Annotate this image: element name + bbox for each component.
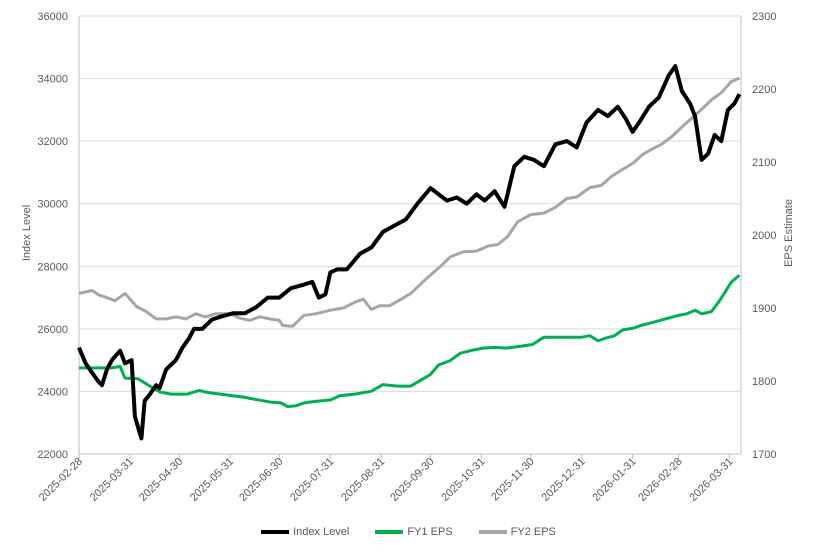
y-left-tick-label: 24000 bbox=[37, 386, 68, 398]
series-line-index-level bbox=[77, 64, 742, 441]
y-left-tick-label: 36000 bbox=[37, 11, 68, 23]
y-left-tick-label: 28000 bbox=[37, 261, 68, 273]
x-tick-label: 2025-02-28 bbox=[37, 456, 85, 504]
y-left-axis-label: Index Level bbox=[21, 205, 33, 261]
gridlines bbox=[79, 15, 741, 455]
x-tick-label: 2025-09-30 bbox=[388, 456, 436, 504]
legend-swatch-fy1-eps bbox=[375, 530, 404, 534]
legend-item-index-level: Index Level bbox=[261, 526, 349, 538]
legend-item-fy2-eps: FY2 EPS bbox=[478, 526, 556, 538]
x-tick-label: 2025-10-31 bbox=[439, 456, 487, 504]
x-tick-label: 2026-02-28 bbox=[636, 456, 684, 504]
y-right-tick-label: 2200 bbox=[752, 84, 776, 96]
x-tick-label: 2025-08-31 bbox=[339, 456, 387, 504]
x-tick-label: 2025-06-30 bbox=[237, 456, 285, 504]
legend-label-fy1-eps: FY1 EPS bbox=[407, 526, 453, 538]
x-tick-label: 2025-05-31 bbox=[188, 456, 236, 504]
series-lines bbox=[77, 64, 742, 441]
y-left-tick-label: 30000 bbox=[37, 199, 68, 211]
legend-swatch-index-level bbox=[261, 530, 290, 534]
x-tick-label: 2025-07-31 bbox=[288, 456, 336, 504]
axes bbox=[78, 16, 742, 459]
y-left-tick-label: 26000 bbox=[37, 324, 68, 336]
x-tick-label: 2026-03-31 bbox=[687, 456, 735, 504]
legend-label-index-level: Index Level bbox=[293, 526, 350, 538]
legend: Index Level FY1 EPS FY2 EPS bbox=[0, 524, 817, 540]
x-tick-label: 2025-03-31 bbox=[88, 456, 136, 504]
y-right-axis-label: EPS Estimate bbox=[783, 199, 795, 267]
series-line-fy2-eps bbox=[78, 76, 740, 328]
x-tick-label: 2025-12-31 bbox=[539, 456, 587, 504]
legend-item-fy1-eps: FY1 EPS bbox=[375, 526, 453, 538]
legend-label-fy2-eps: FY2 EPS bbox=[510, 526, 556, 538]
x-tick-label: 2025-11-30 bbox=[489, 456, 537, 504]
y-right-tick-label: 2300 bbox=[752, 11, 776, 23]
x-tick-label: 2025-04-30 bbox=[137, 456, 185, 504]
y-left-tick-label: 22000 bbox=[37, 449, 68, 461]
y-right-tick-label: 1900 bbox=[752, 303, 776, 315]
y-left-tick-label: 32000 bbox=[37, 136, 68, 148]
y-right-tick-label: 1700 bbox=[752, 449, 776, 461]
x-tick-label: 2026-01-31 bbox=[590, 456, 638, 504]
series-line-fy1-eps bbox=[79, 273, 741, 409]
y-right-tick-label: 2100 bbox=[752, 157, 776, 169]
y-right-tick-label: 1800 bbox=[752, 376, 776, 388]
legend-swatch-fy2-eps bbox=[478, 530, 507, 534]
y-left-tick-label: 34000 bbox=[37, 74, 68, 86]
y-right-tick-label: 2000 bbox=[752, 230, 776, 242]
